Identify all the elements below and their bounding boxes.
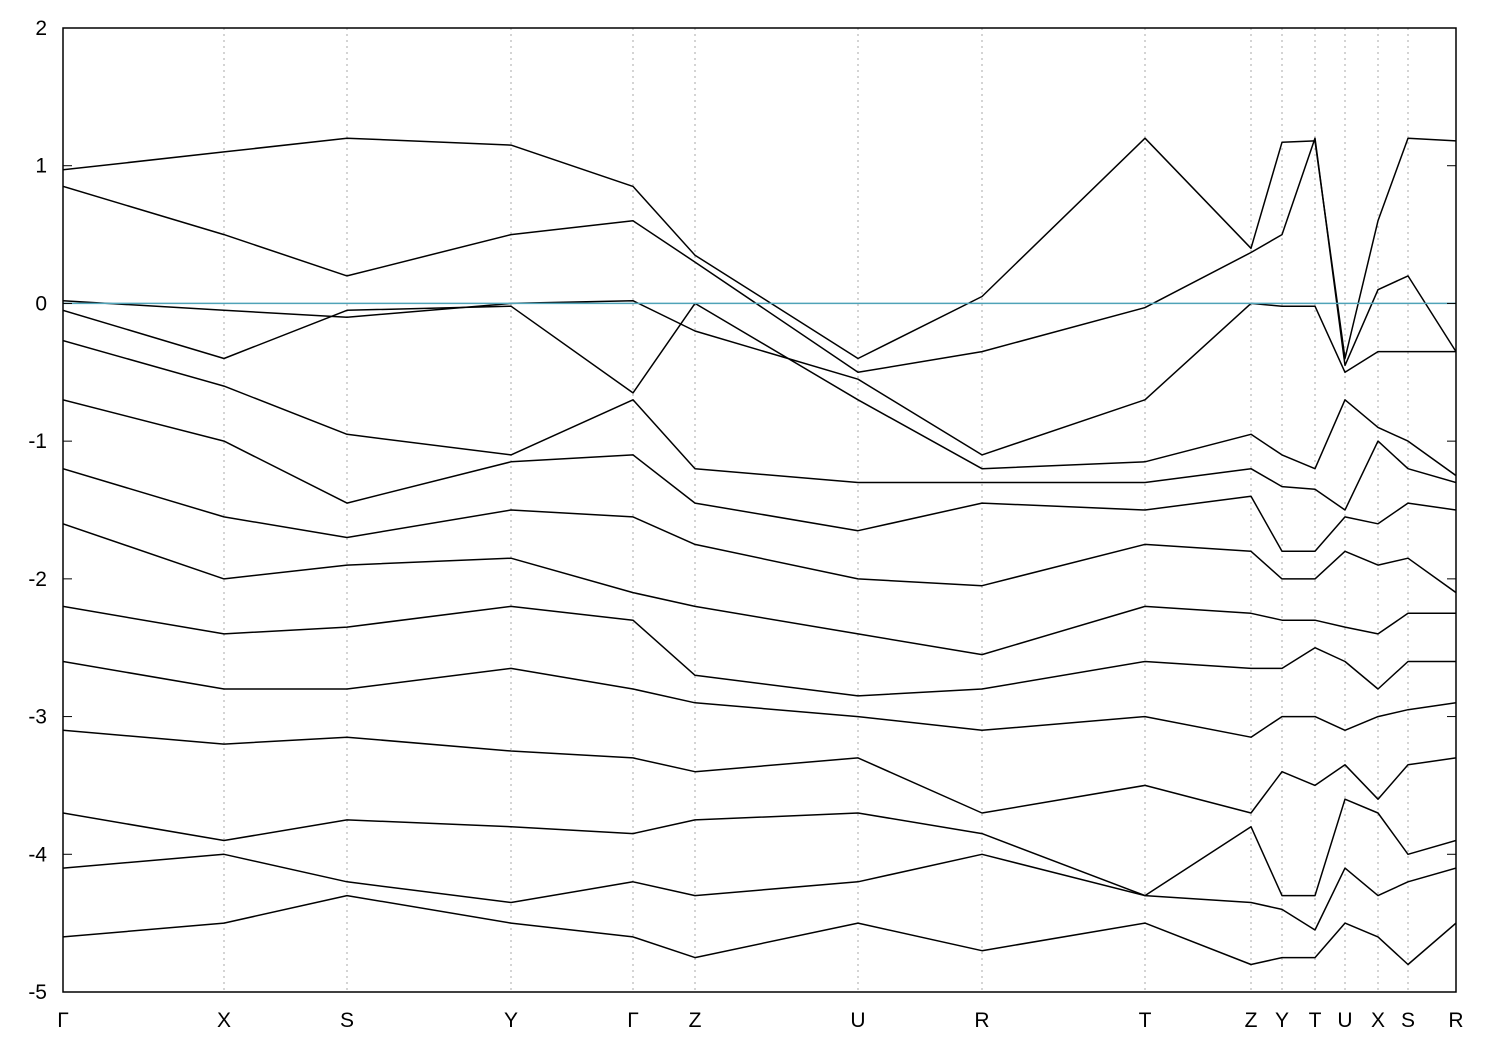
x-tick-label: Z — [1245, 1009, 1258, 1032]
band — [63, 729, 1456, 814]
plot-border — [62, 27, 1457, 993]
band — [63, 853, 1456, 931]
x-tick-label: S — [340, 1009, 354, 1032]
x-tick-label: S — [1401, 1009, 1415, 1032]
x-tick-label: R — [974, 1009, 989, 1032]
x-tick-label: Γ — [57, 1009, 69, 1032]
band — [63, 302, 1456, 477]
x-tick-label: T — [1139, 1009, 1152, 1032]
y-tick-label: 1 — [35, 155, 47, 178]
band — [63, 660, 1456, 738]
y-tick-label: -2 — [28, 568, 47, 591]
grid — [62, 28, 1457, 992]
x-tick-label: R — [1448, 1009, 1463, 1032]
x-tick-label: U — [1337, 1009, 1352, 1032]
y-tick-label: -4 — [28, 843, 47, 866]
y-tick-label: 0 — [35, 292, 47, 315]
x-tick-label: X — [1371, 1009, 1385, 1032]
y-tick-label: 2 — [35, 17, 47, 40]
x-tick-label: Y — [1275, 1009, 1289, 1032]
band — [63, 299, 1456, 456]
band — [63, 137, 1456, 374]
band — [63, 399, 1456, 553]
y-tick-label: -3 — [28, 706, 47, 729]
band — [63, 467, 1456, 594]
band — [63, 894, 1456, 966]
x-tick-label: T — [1309, 1009, 1322, 1032]
y-tick-label: -5 — [28, 981, 47, 1004]
band — [63, 339, 1456, 511]
band — [63, 798, 1456, 897]
y-tick-label: -1 — [28, 430, 47, 453]
x-tick-label: U — [850, 1009, 865, 1032]
bands — [63, 137, 1456, 966]
band — [63, 605, 1456, 697]
x-tick-label: Z — [689, 1009, 702, 1032]
band — [63, 523, 1456, 656]
x-tick-label: Y — [504, 1009, 518, 1032]
band — [63, 137, 1456, 360]
x-tick-label: Γ — [627, 1009, 639, 1032]
x-tick-label: X — [217, 1009, 231, 1032]
